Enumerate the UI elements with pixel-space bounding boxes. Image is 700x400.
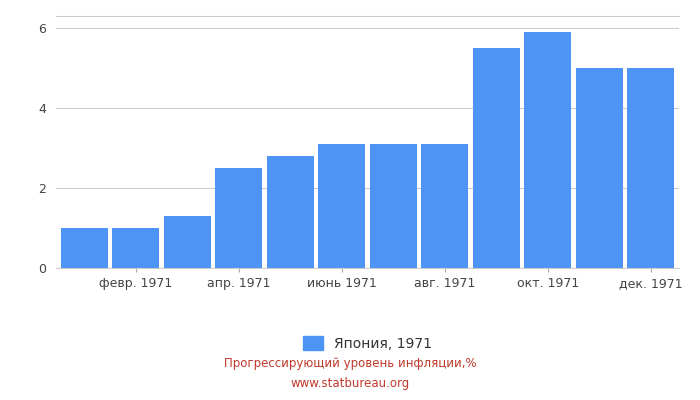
Bar bbox=[370, 144, 417, 268]
Bar bbox=[318, 144, 365, 268]
Bar bbox=[112, 228, 160, 268]
Bar bbox=[61, 228, 108, 268]
Bar bbox=[627, 68, 674, 268]
Bar bbox=[421, 144, 468, 268]
Legend: Япония, 1971: Япония, 1971 bbox=[297, 330, 438, 356]
Bar bbox=[164, 216, 211, 268]
Bar bbox=[524, 32, 571, 268]
Bar bbox=[575, 68, 623, 268]
Bar bbox=[215, 168, 262, 268]
Bar bbox=[267, 156, 314, 268]
Bar bbox=[473, 48, 520, 268]
Text: Прогрессирующий уровень инфляции,%
www.statbureau.org: Прогрессирующий уровень инфляции,% www.s… bbox=[224, 358, 476, 390]
